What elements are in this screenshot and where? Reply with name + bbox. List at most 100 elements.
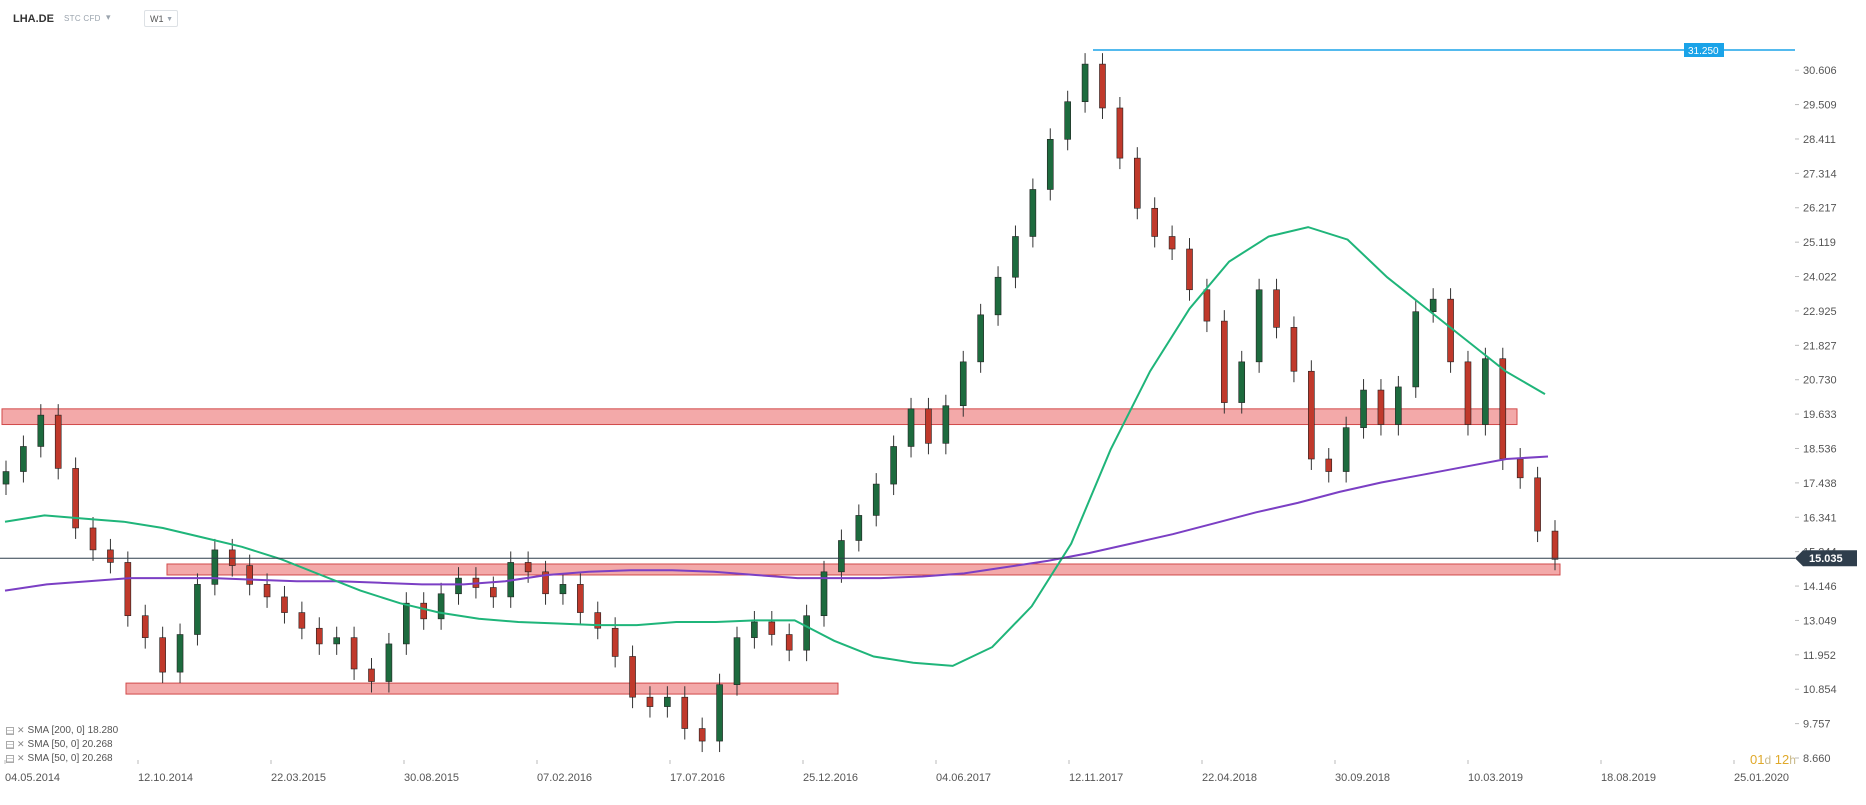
legend-item-sma200[interactable]: ✕ SMA [200, 0] 18.280 [6, 725, 118, 736]
candle-body [820, 571, 828, 617]
legend-label: SMA [50, 0] 20.268 [27, 739, 113, 750]
candle-body [141, 615, 149, 638]
price-tick-label: 28.411 [1803, 134, 1836, 146]
candle-body [524, 562, 532, 573]
date-tick-label: 25.12.2016 [803, 772, 858, 784]
date-tick-label: 17.07.2016 [670, 772, 725, 784]
price-tick-label: 21.827 [1803, 340, 1837, 352]
candle-body [977, 314, 984, 363]
legend-item-sma50-a[interactable]: ✕ SMA [50, 0] 20.268 [6, 739, 113, 750]
indicator-settings-icon[interactable] [6, 754, 14, 763]
candle-body [281, 596, 288, 613]
candle-body [246, 565, 253, 585]
candle-body [1325, 458, 1333, 472]
date-tick-label: 22.03.2015 [271, 772, 326, 784]
price-tick-label: 22.925 [1803, 306, 1837, 318]
candle-body [942, 405, 950, 444]
resistance-zone [125, 682, 839, 695]
instrument-type-label: STC CFD [64, 14, 101, 23]
remove-indicator-icon[interactable]: ✕ [17, 739, 25, 749]
candle-body [1012, 236, 1019, 278]
candle-body [646, 696, 654, 707]
candle-body [542, 571, 549, 595]
date-tick-label: 04.05.2014 [5, 772, 60, 784]
candle-body [176, 634, 184, 673]
legend-label: SMA [200, 0] 18.280 [27, 725, 119, 736]
candle-body [803, 615, 810, 651]
price-tick-label: 19.633 [1803, 409, 1837, 421]
candle-body [577, 584, 584, 613]
price-tick-label: 30.606 [1803, 65, 1837, 77]
date-tick-label: 22.04.2018 [1202, 772, 1257, 784]
candle-body [1377, 389, 1385, 425]
legend-item-sma50-b[interactable]: ✕ SMA [50, 0] 20.268 [6, 753, 113, 764]
candle-body [1203, 289, 1211, 322]
chart-toolbar: LHA.DE STC CFD ▾ W1 ▼ [0, 0, 1866, 36]
candle-body [333, 637, 340, 645]
remove-indicator-icon[interactable]: ✕ [17, 725, 25, 735]
candle-body [1516, 458, 1524, 479]
candle-body [124, 562, 132, 617]
candle-body [211, 549, 219, 585]
indicator-settings-icon[interactable] [6, 740, 14, 749]
price-tick-label: 9.757 [1803, 719, 1831, 731]
date-tick-label: 18.08.2019 [1601, 772, 1656, 784]
date-tick-label: 10.03.2019 [1468, 772, 1523, 784]
candle-body [716, 684, 723, 742]
date-tick-label: 12.11.2017 [1069, 772, 1123, 784]
price-tick-label: 16.341 [1803, 512, 1837, 524]
candle-body [490, 587, 497, 598]
candle-body [1290, 327, 1298, 372]
candle-body [611, 627, 619, 657]
candle-body [855, 515, 863, 541]
candle-body [1046, 139, 1054, 190]
timeframe-select[interactable]: W1 ▼ [144, 10, 178, 27]
price-tick-label: 25.119 [1803, 237, 1836, 249]
candle-body [385, 643, 393, 682]
date-tick-label: 30.08.2015 [404, 772, 459, 784]
candle-body [1221, 320, 1228, 403]
candle-body [368, 668, 375, 682]
candle-body [420, 602, 428, 620]
date-tick-label: 25.01.2020 [1734, 772, 1789, 784]
candle-body [594, 612, 602, 629]
candle-body [1273, 289, 1280, 328]
symbol-label[interactable]: LHA.DE [13, 13, 54, 25]
candle-body [872, 483, 880, 516]
candle-body [72, 468, 79, 529]
date-tick-label: 04.06.2017 [936, 772, 991, 784]
candle-body [54, 414, 62, 469]
candle-body [1429, 298, 1437, 312]
candle-body [437, 593, 445, 620]
candle-body [1168, 236, 1176, 250]
remove-indicator-icon[interactable]: ✕ [17, 753, 25, 763]
candle-body [768, 621, 776, 635]
candle-body [159, 637, 166, 673]
candle-body [890, 446, 897, 485]
candle-body [751, 621, 758, 638]
price-tick-label: 29.509 [1803, 100, 1837, 112]
candle-body [107, 549, 114, 563]
indicator-settings-icon[interactable] [6, 726, 14, 735]
candle-body [959, 361, 967, 407]
candle-body [733, 637, 741, 685]
timeframe-value: W1 [150, 14, 164, 24]
candle-body [1482, 358, 1489, 425]
legend-label: SMA [50, 0] 20.268 [27, 753, 113, 764]
candle-body [1116, 107, 1124, 159]
candle-body [1342, 427, 1350, 472]
candle-body [1133, 157, 1141, 209]
candle-body [350, 637, 358, 670]
candle-body [455, 577, 462, 595]
candle-body [994, 276, 1002, 316]
price-tick-label: 14.146 [1803, 581, 1837, 593]
candle-body [89, 527, 97, 551]
candle-body [20, 446, 27, 472]
price-tick-label: 11.952 [1803, 650, 1836, 662]
price-tick-label: 18.536 [1803, 443, 1837, 455]
symbol-dropdown-icon[interactable]: ▾ [106, 12, 111, 22]
date-tick-label: 30.09.2018 [1335, 772, 1390, 784]
candle-body [629, 656, 636, 698]
price-tick-label: 24.022 [1803, 272, 1837, 284]
